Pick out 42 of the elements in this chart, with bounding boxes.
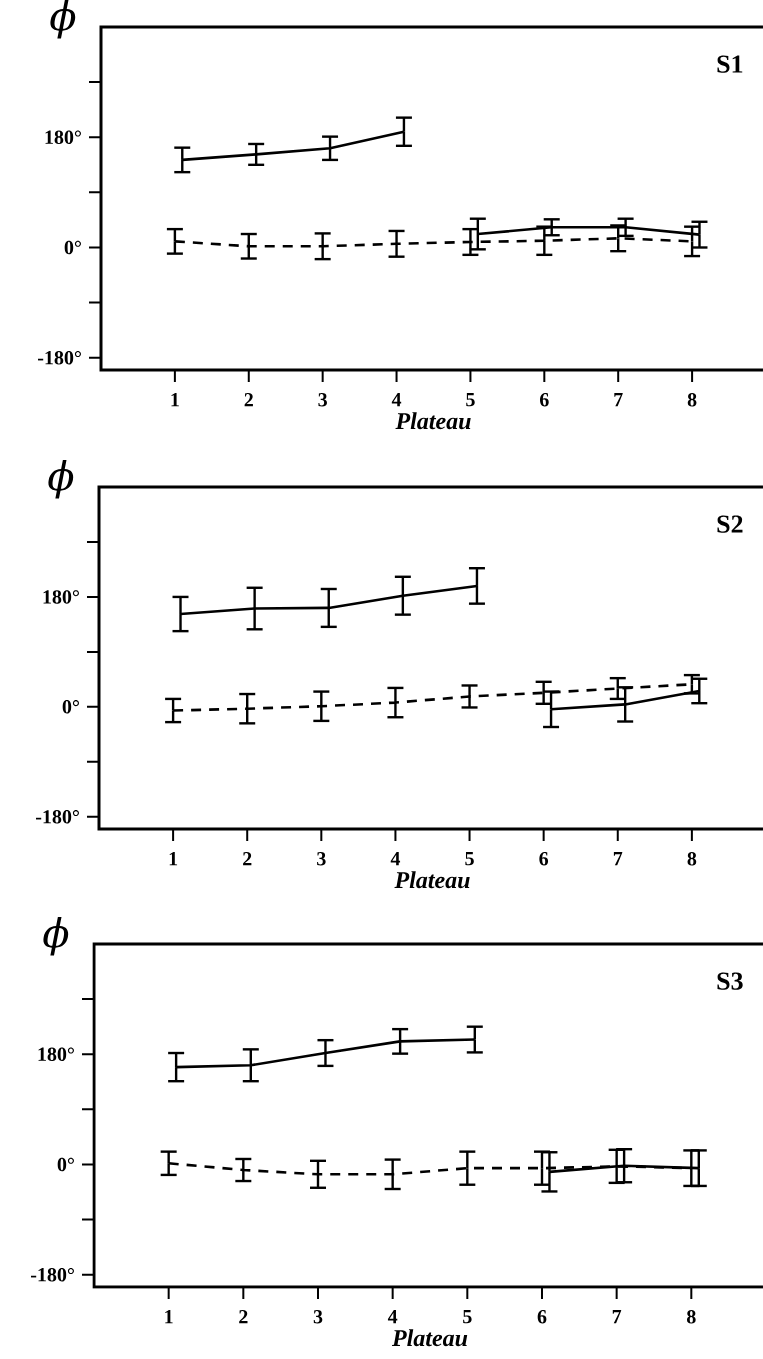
x-tick-label: 8 xyxy=(687,393,697,407)
x-tick-label: 5 xyxy=(465,852,474,866)
y-tick-label: 180° xyxy=(43,590,79,604)
x-tick-label: 1 xyxy=(171,393,179,407)
x-tick-label: 4 xyxy=(387,1310,398,1324)
x-tick-label: 3 xyxy=(317,852,326,866)
annotation: S3 xyxy=(717,972,743,990)
y-axis-title: ϕ xyxy=(43,916,69,956)
y-axis-title: ϕ xyxy=(50,0,76,39)
y-tick-label: -180° xyxy=(31,1268,74,1282)
x-tick-label: 6 xyxy=(539,852,549,866)
annotation: S2 xyxy=(717,515,743,533)
x-tick-label: 2 xyxy=(243,852,252,866)
x-tick-label: 8 xyxy=(686,1310,696,1324)
y-tick-label: 0° xyxy=(62,700,79,714)
y-tick-label: -180° xyxy=(38,350,81,365)
annotation: S1 xyxy=(717,55,743,73)
x-tick-label: 5 xyxy=(463,1310,472,1324)
x-tick-label: 6 xyxy=(537,1310,547,1324)
y-tick-label: 180° xyxy=(45,130,81,144)
x-tick-label: 7 xyxy=(613,852,623,866)
x-tick-label: 6 xyxy=(540,393,549,407)
x-tick-label: 7 xyxy=(614,393,623,407)
x-tick-label: 7 xyxy=(612,1310,622,1324)
y-tick-label: 0° xyxy=(57,1157,74,1172)
x-tick-label: 2 xyxy=(239,1310,248,1324)
y-tick-label: -180° xyxy=(35,810,79,824)
y-axis-title: ϕ xyxy=(48,459,74,499)
x-tick-label: 8 xyxy=(687,852,697,866)
x-tick-label: 4 xyxy=(391,393,402,407)
x-tick-label: 2 xyxy=(244,393,253,407)
x-tick-label: 1 xyxy=(165,1310,173,1324)
x-tick-label: 1 xyxy=(169,852,178,866)
x-axis-title: Plateau xyxy=(394,871,470,889)
y-tick-label: 0° xyxy=(64,240,81,255)
x-tick-label: 4 xyxy=(390,852,401,866)
x-axis-title: Plateau xyxy=(395,412,471,430)
x-tick-label: 3 xyxy=(318,393,327,407)
y-tick-label: 180° xyxy=(38,1047,74,1061)
x-axis-title: Plateau xyxy=(391,1329,468,1347)
x-tick-label: 3 xyxy=(313,1310,323,1324)
x-tick-label: 5 xyxy=(466,393,475,407)
